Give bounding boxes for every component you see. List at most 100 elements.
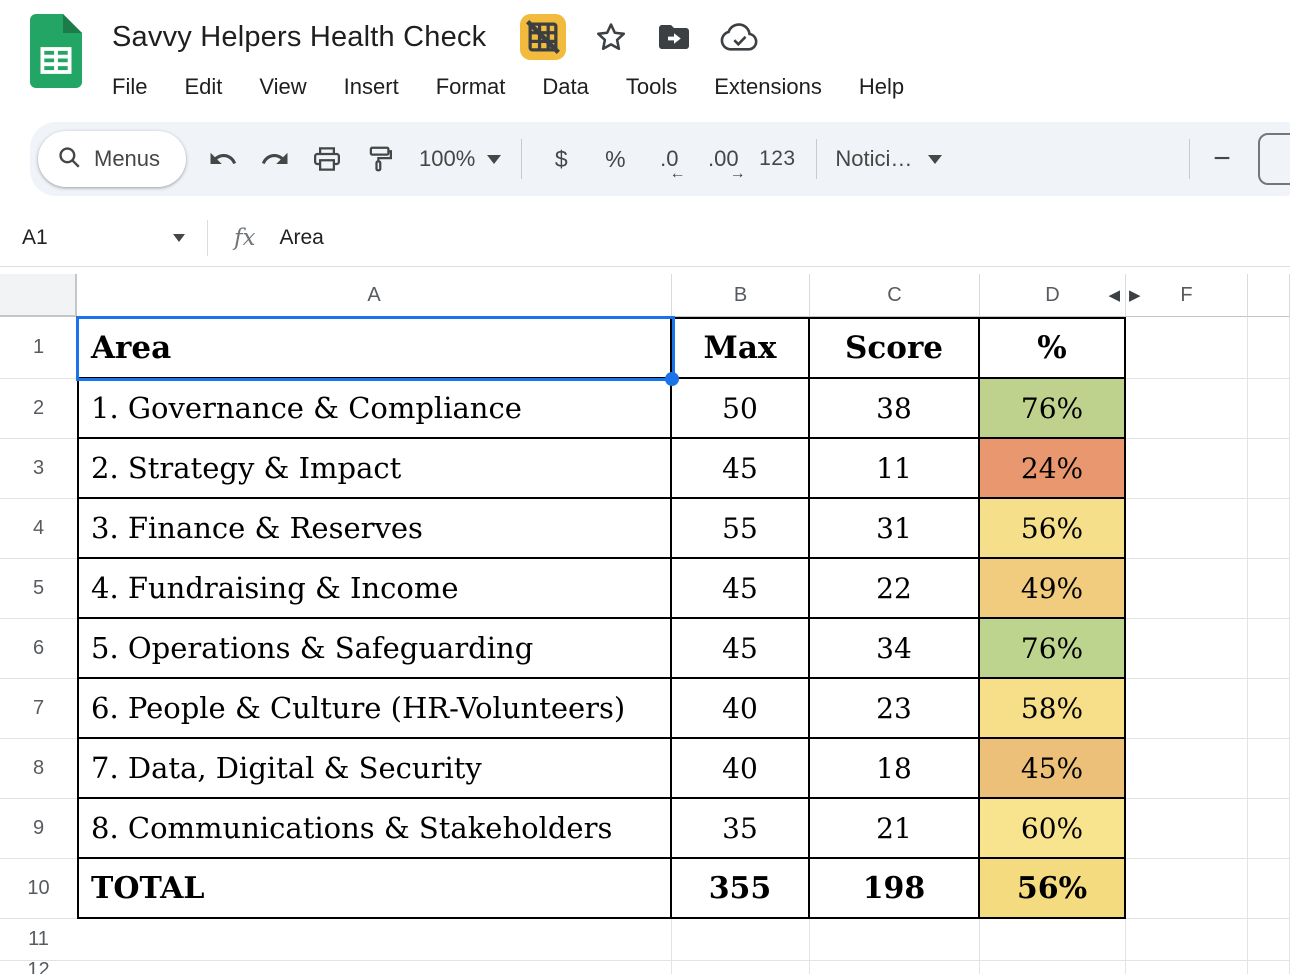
cell-G8[interactable] [1248, 739, 1290, 799]
cell-B5[interactable]: 45 [672, 559, 810, 619]
column-header-F[interactable]: F ▶ [1126, 274, 1248, 317]
cell-C3[interactable]: 11 [810, 439, 980, 499]
cell-A6[interactable]: 5. Operations & Safeguarding [77, 619, 672, 679]
column-header-B[interactable]: B [672, 274, 810, 317]
cell-G3[interactable] [1248, 439, 1290, 499]
cell-F8[interactable] [1126, 739, 1248, 799]
cell-D5[interactable]: 49% [980, 559, 1126, 619]
cell-A3[interactable]: 2. Strategy & Impact [77, 439, 672, 499]
decrease-font-size-button[interactable]: − [1202, 136, 1242, 182]
row-header-10[interactable]: 10 [0, 859, 77, 919]
cell-F4[interactable] [1126, 499, 1248, 559]
cell-A8[interactable]: 7. Data, Digital & Security [77, 739, 672, 799]
sheets-logo[interactable] [30, 14, 82, 110]
zoom-control[interactable]: 100% [419, 146, 502, 172]
percent-format-button[interactable]: % [592, 136, 638, 182]
cell-D7[interactable]: 58% [980, 679, 1126, 739]
cell-B1[interactable]: Max [672, 317, 810, 379]
cell-F12[interactable] [1126, 961, 1248, 974]
cell-C11[interactable] [810, 919, 980, 961]
cell-B8[interactable]: 40 [672, 739, 810, 799]
increase-decimal-button[interactable]: .00 → [700, 136, 746, 182]
redo-button[interactable] [252, 136, 298, 182]
row-header-8[interactable]: 8 [0, 739, 77, 799]
cell-C1[interactable]: Score [810, 317, 980, 379]
cell-F7[interactable] [1126, 679, 1248, 739]
cell-A12[interactable] [77, 961, 672, 974]
row-header-3[interactable]: 3 [0, 439, 77, 499]
cell-D1[interactable]: % [980, 317, 1126, 379]
cell-G12[interactable] [1248, 961, 1290, 974]
row-header-5[interactable]: 5 [0, 559, 77, 619]
cell-B4[interactable]: 55 [672, 499, 810, 559]
cell-D6[interactable]: 76% [980, 619, 1126, 679]
cell-F10[interactable] [1126, 859, 1248, 919]
cell-F5[interactable] [1126, 559, 1248, 619]
column-header-partial[interactable] [1248, 274, 1290, 317]
undo-button[interactable] [200, 136, 246, 182]
cell-C8[interactable]: 18 [810, 739, 980, 799]
cloud-saved-icon[interactable] [720, 22, 760, 52]
menu-tools[interactable]: Tools [625, 74, 678, 99]
cell-C5[interactable]: 22 [810, 559, 980, 619]
cell-F11[interactable] [1126, 919, 1248, 961]
cell-B6[interactable]: 45 [672, 619, 810, 679]
menu-data[interactable]: Data [542, 74, 589, 99]
formula-input[interactable]: Area [279, 226, 324, 249]
cell-F2[interactable] [1126, 379, 1248, 439]
row-header-11[interactable]: 11 [0, 919, 77, 961]
more-formats-button[interactable]: 123 [754, 136, 800, 182]
row-header-6[interactable]: 6 [0, 619, 77, 679]
cell-A5[interactable]: 4. Fundraising & Income [77, 559, 672, 619]
column-header-D[interactable]: D ◀ [980, 274, 1126, 317]
cell-A1[interactable]: Area [77, 317, 672, 379]
cell-B10[interactable]: 355 [672, 859, 810, 919]
row-header-7[interactable]: 7 [0, 679, 77, 739]
cell-G9[interactable] [1248, 799, 1290, 859]
hidden-column-right-icon[interactable]: ▶ [1129, 287, 1141, 304]
cell-B9[interactable]: 35 [672, 799, 810, 859]
cell-G2[interactable] [1248, 379, 1290, 439]
menus-search-button[interactable]: Menus [38, 131, 187, 187]
menu-insert[interactable]: Insert [343, 74, 399, 99]
cell-A7[interactable]: 6. People & Culture (HR-Volunteers) [77, 679, 672, 739]
currency-format-button[interactable]: $ [538, 136, 584, 182]
cell-B12[interactable] [672, 961, 810, 974]
cell-B11[interactable] [672, 919, 810, 961]
cell-C9[interactable]: 21 [810, 799, 980, 859]
cell-G6[interactable] [1248, 619, 1290, 679]
column-header-C[interactable]: C [810, 274, 980, 317]
cell-C2[interactable]: 38 [810, 379, 980, 439]
cell-A11[interactable] [77, 919, 672, 961]
decrease-decimal-button[interactable]: .0 ← [646, 136, 692, 182]
cell-D11[interactable] [980, 919, 1126, 961]
cell-C10[interactable]: 198 [810, 859, 980, 919]
cell-B7[interactable]: 40 [672, 679, 810, 739]
compatibility-badge-icon[interactable] [520, 14, 567, 60]
font-size-input[interactable] [1258, 133, 1290, 185]
move-folder-icon[interactable] [656, 19, 692, 55]
row-header-4[interactable]: 4 [0, 499, 77, 559]
cell-C4[interactable]: 31 [810, 499, 980, 559]
hidden-column-left-icon[interactable]: ◀ [1108, 287, 1120, 304]
cell-D9[interactable]: 60% [980, 799, 1126, 859]
cell-A4[interactable]: 3. Finance & Reserves [77, 499, 672, 559]
cell-C6[interactable]: 34 [810, 619, 980, 679]
menu-file[interactable]: File [112, 74, 148, 99]
cell-D2[interactable]: 76% [980, 379, 1126, 439]
menu-edit[interactable]: Edit [184, 74, 223, 99]
star-icon[interactable] [594, 20, 628, 54]
cell-A9[interactable]: 8. Communications & Stakeholders [77, 799, 672, 859]
cell-G4[interactable] [1248, 499, 1290, 559]
cell-F3[interactable] [1126, 439, 1248, 499]
cell-C12[interactable] [810, 961, 980, 974]
cell-D10[interactable]: 56% [980, 859, 1126, 919]
cell-A2[interactable]: 1. Governance & Compliance [77, 379, 672, 439]
cell-G5[interactable] [1248, 559, 1290, 619]
print-button[interactable] [304, 136, 350, 182]
font-family-select[interactable]: Notici… [835, 146, 943, 172]
cell-D3[interactable]: 24% [980, 439, 1126, 499]
cell-G11[interactable] [1248, 919, 1290, 961]
cell-F9[interactable] [1126, 799, 1248, 859]
row-header-9[interactable]: 9 [0, 799, 77, 859]
